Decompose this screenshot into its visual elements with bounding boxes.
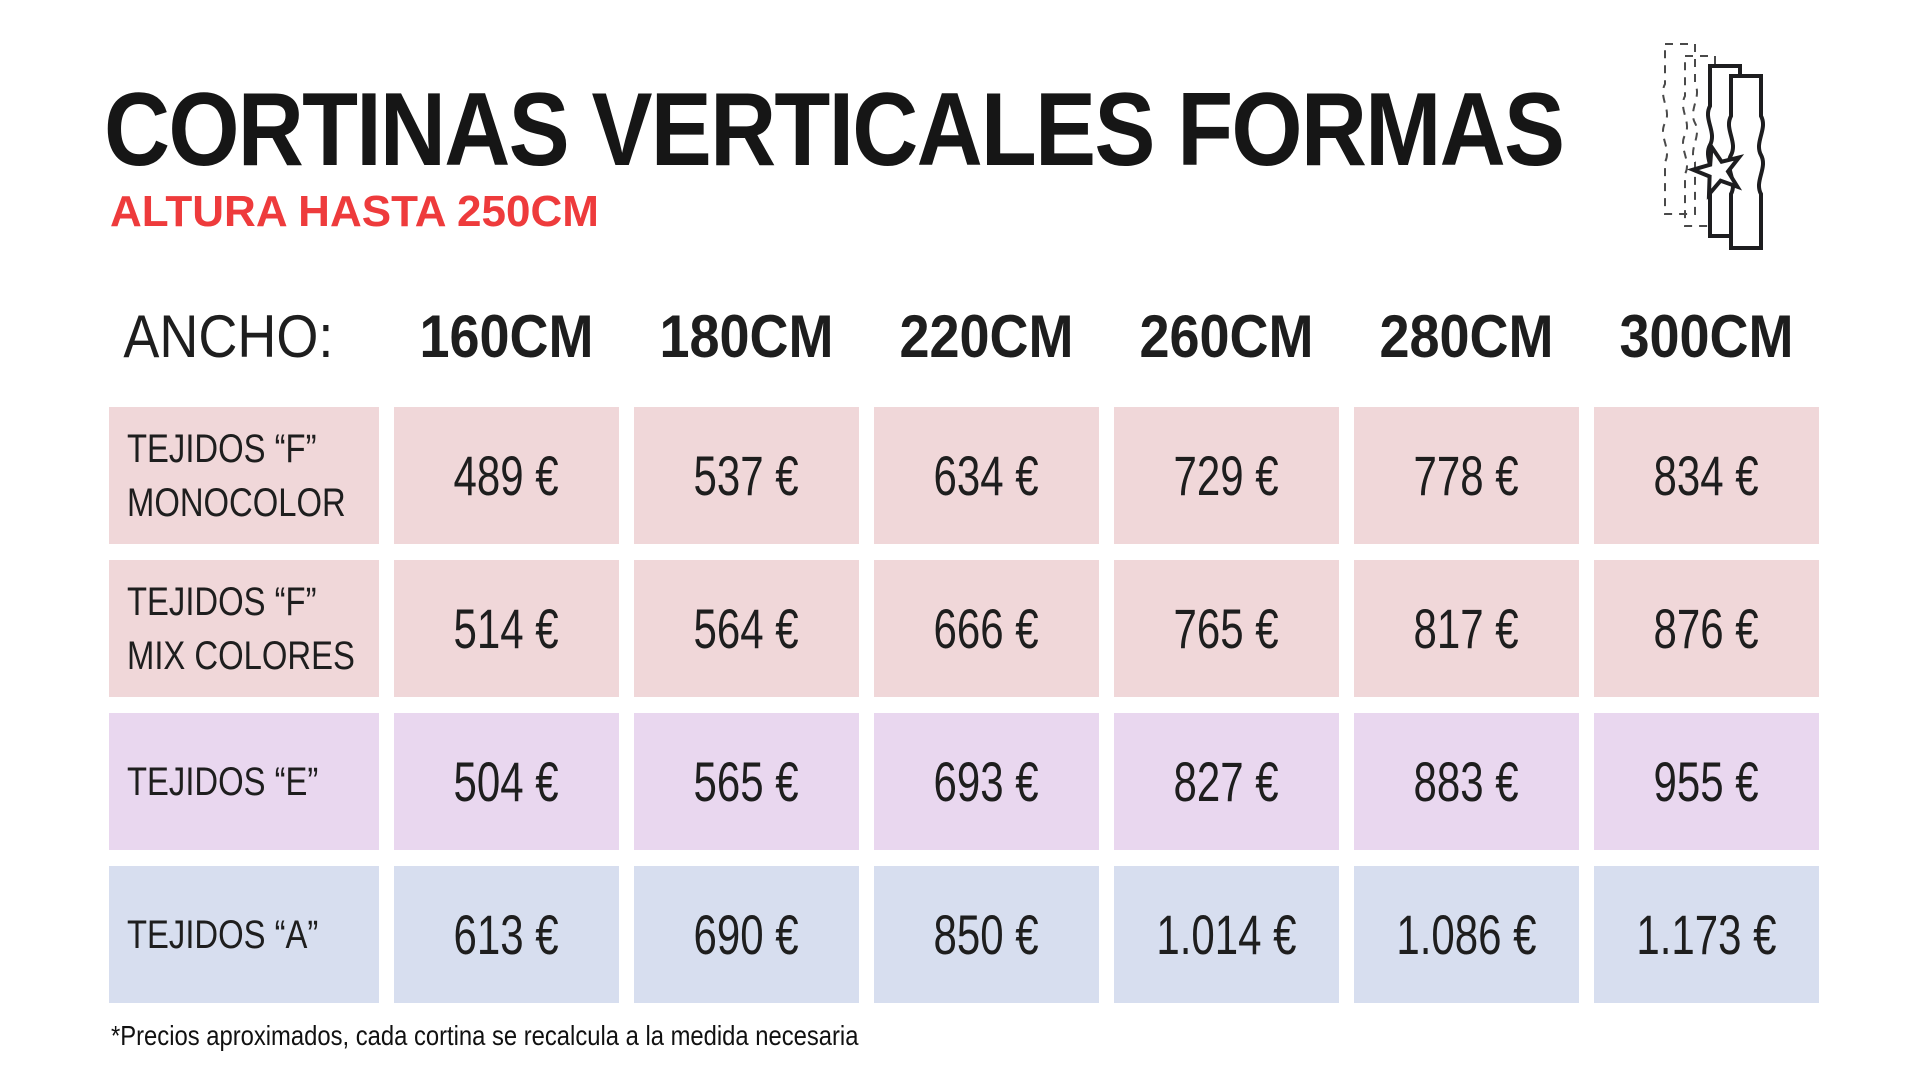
- footnote: *Precios aproximados, cada cortina se re…: [111, 1020, 859, 1051]
- price-cell: 613 €: [394, 866, 619, 1003]
- column-header-220cm: 220CM: [899, 303, 1074, 370]
- price-cell: 955 €: [1594, 713, 1819, 850]
- price-cell: 765 €: [1114, 560, 1339, 697]
- price-cell: 1.014 €: [1114, 866, 1339, 1003]
- column-header-160cm: 160CM: [419, 303, 594, 370]
- price-cell: 565 €: [634, 713, 859, 850]
- price-cell: 504 €: [394, 713, 619, 850]
- row-label-text: TEJIDOS “E”: [127, 759, 319, 804]
- price-cell: 729 €: [1114, 407, 1339, 544]
- column-header-260cm: 260CM: [1139, 303, 1314, 370]
- price-cell: 489 €: [394, 407, 619, 544]
- curtain-shapes-icon: [1662, 43, 1765, 250]
- column-header-280cm: 280CM: [1379, 303, 1554, 370]
- price-cell: 634 €: [874, 407, 1099, 544]
- page-title: CORTINAS VERTICALES FORMAS: [104, 72, 1565, 188]
- solid-slat-icon: [1706, 64, 1765, 250]
- row-label-text: TEJIDOS “A”: [127, 912, 319, 957]
- page-subtitle: ALTURA HASTA 250CM: [110, 187, 599, 236]
- price-cell: 834 €: [1594, 407, 1819, 544]
- price-cell: 693 €: [874, 713, 1099, 850]
- row-label-tejidos-a: TEJIDOS “A”: [109, 866, 379, 1003]
- price-cell: 1.086 €: [1354, 866, 1579, 1003]
- price-cell: 827 €: [1114, 713, 1339, 850]
- price-cell: 514 €: [394, 560, 619, 697]
- column-header-300cm: 300CM: [1619, 303, 1794, 370]
- price-cell: 666 €: [874, 560, 1099, 697]
- row-label-text: TEJIDOS “F” MIX COLORES: [127, 579, 355, 678]
- row-label-text: TEJIDOS “F” MONOCOLOR: [127, 426, 346, 525]
- price-cell: 1.173 €: [1594, 866, 1819, 1003]
- row-label-tejidos-f-monocolor: TEJIDOS “F” MONOCOLOR: [109, 407, 379, 544]
- price-cell: 690 €: [634, 866, 859, 1003]
- row-label-tejidos-e: TEJIDOS “E”: [109, 713, 379, 850]
- star-icon: [1686, 140, 1745, 200]
- price-cell: 778 €: [1354, 407, 1579, 544]
- row-label-tejidos-f-mix-colores: TEJIDOS “F” MIX COLORES: [109, 560, 379, 697]
- table-header-row: ANCHO: 160CM 180CM 220CM 260CM 280CM 300…: [109, 302, 1819, 370]
- price-cell: 883 €: [1354, 713, 1579, 850]
- price-cell: 564 €: [634, 560, 859, 697]
- column-header-180cm: 180CM: [659, 303, 834, 370]
- width-axis-label: ANCHO:: [123, 303, 334, 370]
- price-table: TEJIDOS “F” MONOCOLOR 489 € 537 € 634 € 7…: [109, 407, 1819, 1003]
- price-cell: 876 €: [1594, 560, 1819, 697]
- price-cell: 537 €: [634, 407, 859, 544]
- price-cell: 817 €: [1354, 560, 1579, 697]
- price-cell: 850 €: [874, 866, 1099, 1003]
